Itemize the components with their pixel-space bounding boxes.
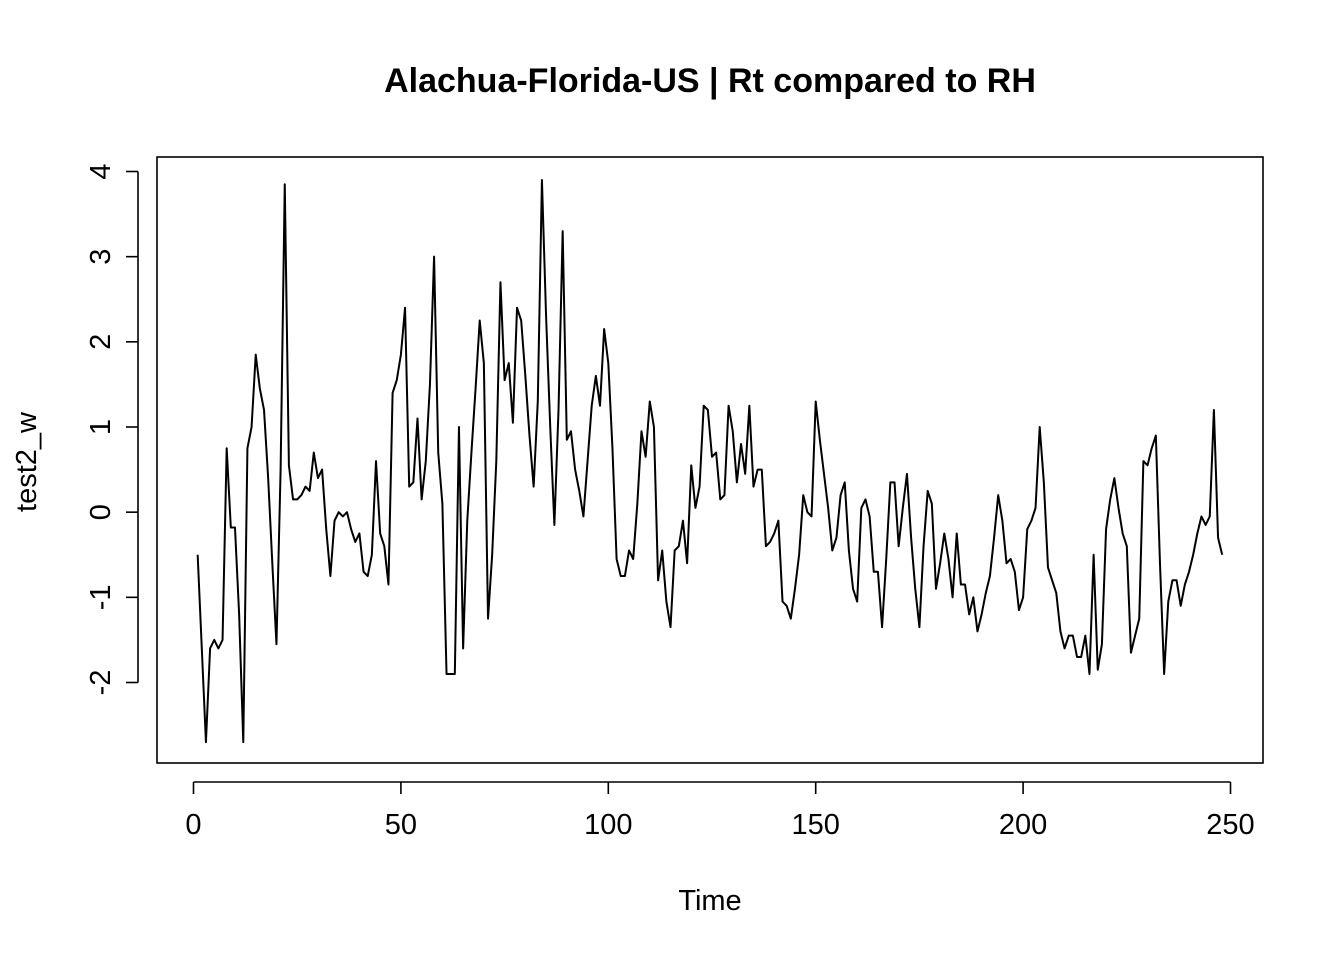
y-tick-label: 3: [85, 249, 117, 265]
x-tick-label: 200: [999, 809, 1047, 841]
y-tick-label: 1: [85, 419, 117, 435]
x-axis-label: Time: [678, 885, 741, 917]
y-tick-label: 4: [85, 163, 117, 179]
y-tick-label: -1: [85, 584, 117, 610]
x-tick-label: 50: [385, 809, 417, 841]
x-tick-label: 0: [185, 809, 201, 841]
y-tick-label: 2: [85, 334, 117, 350]
x-tick-label: 250: [1206, 809, 1254, 841]
x-tick-label: 150: [792, 809, 840, 841]
x-tick-label: 100: [584, 809, 632, 841]
x-axis: 0 50 100 150 200 250: [185, 781, 1255, 841]
series-group: [196, 179, 1224, 744]
series-line: [196, 179, 1224, 744]
y-axis: -2 -1 0 1 2 3 4: [85, 163, 139, 696]
plot-box: [156, 156, 1264, 764]
y-tick-label: -2: [85, 670, 117, 696]
y-tick-label: 0: [85, 504, 117, 520]
y-axis-label: test2_w: [11, 411, 43, 512]
chart-title: Alachua-Florida-US | Rt compared to RH: [384, 62, 1036, 100]
